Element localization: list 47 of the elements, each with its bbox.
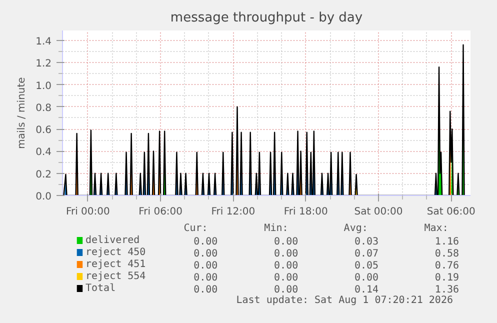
text: 0.19 (434, 272, 460, 284)
y-tick-label: 0.0 (36, 192, 52, 202)
x-tick-label: Sat 00:00 (354, 206, 403, 218)
x-tick-label: Fri 12:00 (211, 206, 256, 218)
legend-label: reject 451 (85, 259, 146, 270)
text: 0.07 (354, 248, 379, 260)
text: 0.03 (354, 236, 379, 248)
x-tick-label: Fri 00:00 (66, 206, 110, 218)
text: 0.00 (194, 248, 218, 260)
x-tick-label: Fri 18:00 (284, 206, 328, 218)
text: Max: (424, 223, 448, 234)
y-tick-label: 1.4 (36, 36, 52, 48)
text: Avg: (344, 223, 368, 234)
text: 0.05 (354, 260, 379, 272)
text: 0.00 (354, 272, 379, 284)
text: 0.00 (274, 236, 298, 248)
text: 0.58 (434, 248, 460, 260)
legend-label: Total (85, 283, 116, 294)
text: 1.16 (434, 236, 460, 248)
text: 0.14 (354, 284, 379, 296)
text: 0.76 (434, 260, 460, 272)
text: 0.00 (194, 260, 218, 272)
y-tick-label: 0.4 (36, 147, 52, 158)
text: 0.00 (274, 260, 298, 272)
text: 0.00 (194, 284, 218, 296)
y-tick-label: 1.0 (36, 80, 52, 92)
text: 0.00 (274, 272, 298, 284)
y-tick-label: 1.2 (36, 58, 52, 70)
text: Last update: Sat Aug 1 07:20:21 2026 (236, 295, 453, 306)
x-tick-label: Fri 06:00 (138, 206, 183, 218)
text: 0.00 (274, 248, 298, 260)
y-axis-title: mails / minute (16, 77, 28, 149)
text: Cur: (184, 223, 208, 234)
text: 0.00 (194, 272, 218, 284)
text: 0.00 (274, 284, 298, 296)
line-series (63, 44, 465, 196)
text: 0.00 (194, 236, 218, 248)
text: 1.36 (434, 284, 460, 296)
chart-title: message throughput - by day (170, 10, 363, 26)
legend-label: reject 450 (85, 247, 146, 258)
y-tick-label: 0.6 (36, 125, 52, 136)
y-tick-label: 0.2 (36, 169, 52, 180)
legend-label: reject 554 (85, 271, 146, 282)
x-tick-label: Sat 06:00 (426, 206, 476, 218)
text: Min: (264, 223, 288, 234)
y-tick-label: 0.8 (36, 102, 52, 114)
legend-label: delivered (85, 235, 140, 246)
